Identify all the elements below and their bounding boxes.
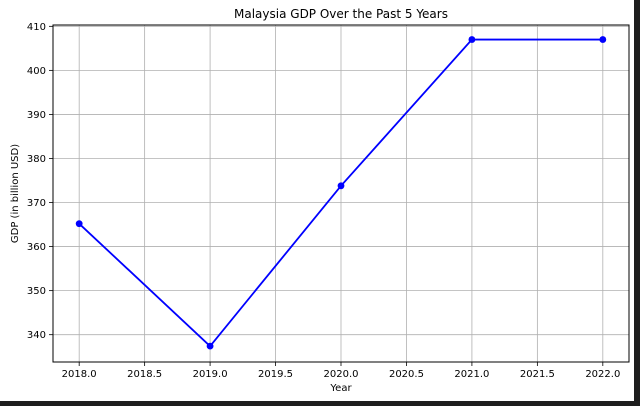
y-tick-label: 340: [27, 330, 46, 341]
y-axis-label: GDP (in billion USD): [10, 144, 21, 243]
x-axis-label: Year: [329, 383, 352, 394]
x-tick-label: 2018.5: [127, 369, 162, 380]
window-edge-right: [634, 0, 640, 406]
y-tick-label: 350: [27, 286, 46, 297]
ticks-layer: 2018.0 2018.5 2019.0 2019.5 2020.0 2020.5 2021…: [27, 22, 620, 380]
y-tick-label: 410: [27, 22, 46, 33]
y-tick-label: 390: [27, 110, 46, 121]
y-tick-label: 360: [27, 242, 46, 253]
window-edge-bottom: [0, 401, 640, 406]
data-point-marker: [337, 182, 345, 190]
data-point-marker: [468, 36, 476, 43]
chart-title: Malaysia GDP Over the Past 5 Years: [234, 7, 448, 21]
x-tick-label: 2020.0: [324, 369, 359, 380]
x-tick-label: 2019.0: [193, 369, 228, 380]
data-point-marker: [75, 220, 83, 228]
data-point-marker: [206, 342, 214, 350]
series-layer: [75, 36, 607, 350]
x-tick-label: 2021.5: [520, 369, 555, 380]
x-tick-label: 2018.0: [62, 369, 97, 380]
data-point-marker: [599, 36, 607, 43]
x-tick-label: 2020.5: [389, 369, 424, 380]
grid-layer: [53, 25, 629, 362]
x-tick-label: 2021.0: [454, 369, 489, 380]
x-tick-label: 2019.5: [258, 369, 293, 380]
y-tick-label: 400: [27, 66, 46, 77]
y-tick-label: 370: [27, 198, 46, 209]
x-tick-label: 2022.0: [585, 369, 620, 380]
y-tick-label: 380: [27, 154, 46, 165]
